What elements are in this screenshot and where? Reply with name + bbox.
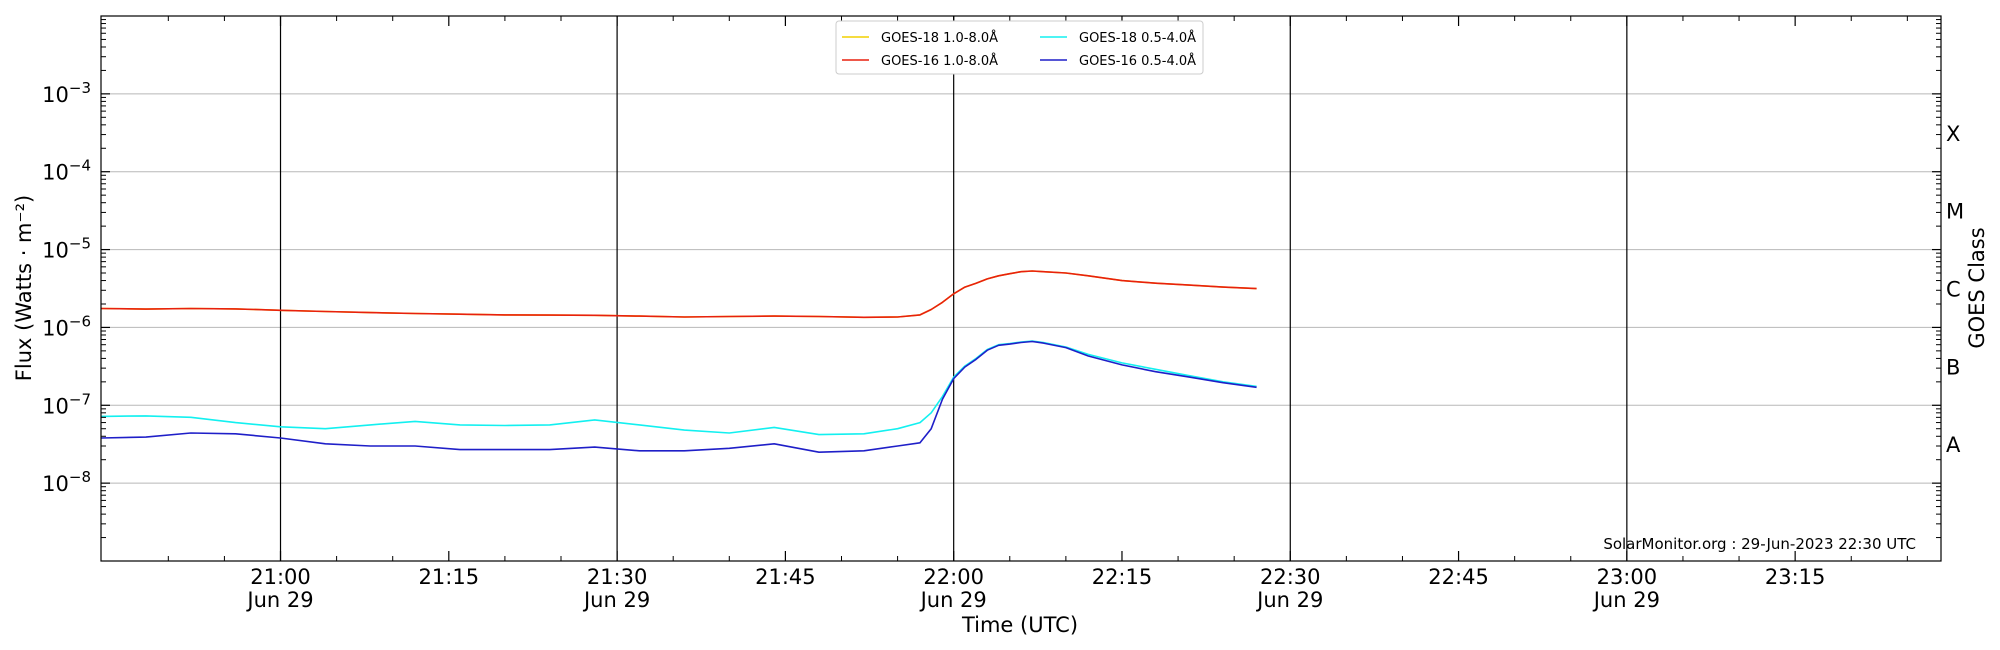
x-tick-date-label: Jun 29 bbox=[1592, 588, 1660, 612]
legend-label: GOES-18 0.5-4.0Å bbox=[1079, 30, 1196, 46]
goes-class-label: C bbox=[1946, 278, 1961, 302]
series-lines bbox=[100, 270, 1257, 454]
grid-lines bbox=[101, 16, 1941, 561]
legend-label: GOES-16 1.0-8.0Å bbox=[881, 53, 998, 69]
x-tick-label: 22:00 bbox=[923, 565, 984, 589]
y-tick-label: 10−7 bbox=[42, 390, 91, 418]
x-tick-label: 23:00 bbox=[1597, 565, 1658, 589]
y2-axis-title: GOES Class bbox=[1965, 227, 1989, 348]
x-axis-title: Time (UTC) bbox=[961, 613, 1078, 637]
goes-class-label: A bbox=[1946, 433, 1961, 457]
series-line-3 bbox=[100, 340, 1257, 454]
x-tick-date-label: Jun 29 bbox=[919, 588, 987, 612]
x-tick-label: 21:45 bbox=[755, 565, 816, 589]
x-tick-label: 21:00 bbox=[250, 565, 311, 589]
y-axis-title: Flux (Watts · m⁻²) bbox=[12, 195, 36, 381]
x-tick-date-label: Jun 29 bbox=[1255, 588, 1323, 612]
x-tick-label: 22:45 bbox=[1428, 565, 1489, 589]
legend-box bbox=[835, 20, 1204, 75]
plot-frame bbox=[100, 15, 1942, 562]
x-tick-label: 23:15 bbox=[1765, 565, 1826, 589]
goes-class-label: B bbox=[1946, 355, 1960, 379]
x-tick-label: 22:30 bbox=[1260, 565, 1321, 589]
y-tick-label: 10−6 bbox=[42, 312, 91, 340]
x-tick-label: 22:15 bbox=[1092, 565, 1153, 589]
goes-class-label: M bbox=[1946, 200, 1964, 224]
legend-label: GOES-16 0.5-4.0Å bbox=[1079, 53, 1196, 69]
legend: GOES-18 1.0-8.0Å GOES-16 1.0-8.0Å GOES-18 … bbox=[835, 20, 1204, 75]
credit-text: SolarMonitor.org : 29-Jun-2023 22:30 UTC bbox=[1603, 535, 1916, 553]
x-tick-label: 21:15 bbox=[419, 565, 480, 589]
x-tick-date-label: Jun 29 bbox=[582, 588, 650, 612]
x-tick-date-label: Jun 29 bbox=[245, 588, 313, 612]
y-tick-label: 10−4 bbox=[42, 157, 91, 185]
y-tick-label: 10−5 bbox=[42, 235, 91, 263]
x-tick-label: 21:30 bbox=[587, 565, 648, 589]
y-tick-label: 10−3 bbox=[42, 79, 91, 107]
y-tick-label: 10−8 bbox=[42, 468, 91, 496]
legend-label: GOES-18 1.0-8.0Å bbox=[881, 30, 998, 46]
goes-class-label: X bbox=[1946, 122, 1960, 146]
series-line-1 bbox=[100, 270, 1257, 319]
